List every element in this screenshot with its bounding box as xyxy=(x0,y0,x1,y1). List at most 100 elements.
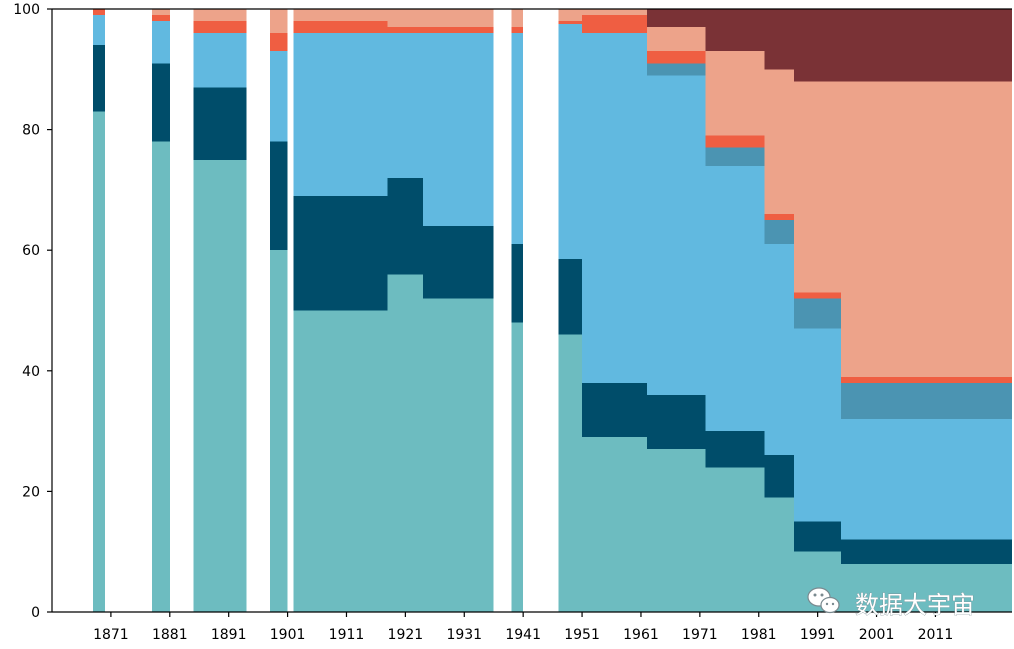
wechat-icon xyxy=(807,587,840,614)
segment-5-teal xyxy=(387,274,424,612)
segment-12-red xyxy=(764,214,795,221)
segment-10-sky xyxy=(646,75,706,395)
segment-14-salmon xyxy=(841,81,1012,377)
watermark-text: 数据大宇宙 xyxy=(855,591,975,619)
segment-10-red xyxy=(646,51,706,64)
segment-14-maroon xyxy=(841,9,1012,82)
segment-8-sky xyxy=(558,24,583,260)
x-tick-label-1921: 1921 xyxy=(388,627,424,643)
segment-11-navy xyxy=(705,431,765,468)
watermark: 数据大宇宙 xyxy=(807,587,975,619)
segment-3-sky xyxy=(269,51,288,142)
x-tick-label-2011: 2011 xyxy=(918,627,954,643)
x-tick-label-1961: 1961 xyxy=(623,627,659,643)
segment-5-salmon xyxy=(387,9,424,28)
x-tick-label-1981: 1981 xyxy=(741,627,777,643)
y-tick-label-0: 0 xyxy=(31,605,40,621)
x-tick-label-1871: 1871 xyxy=(93,627,129,643)
y-tick-label-40: 40 xyxy=(22,364,40,380)
segment-12-sky xyxy=(764,244,795,456)
segment-7-navy xyxy=(511,244,524,323)
segment-2-navy xyxy=(193,87,247,160)
segment-14-navy xyxy=(841,539,1012,564)
segment-9-navy xyxy=(582,382,647,438)
x-tick-label-1991: 1991 xyxy=(800,627,836,643)
segment-2-salmon xyxy=(193,9,247,22)
x-tick-label-1971: 1971 xyxy=(682,627,718,643)
segment-1-salmon xyxy=(152,9,170,16)
x-tick-label-1901: 1901 xyxy=(270,627,306,643)
segment-0-navy xyxy=(93,45,106,112)
segment-7-salmon xyxy=(511,9,524,28)
y-tick-label-20: 20 xyxy=(22,484,40,500)
chart-axes: 0 20 40 60 80 100 1871 1881 1891 1901 1911 1921 1931… xyxy=(13,2,1012,643)
segment-10-salmon xyxy=(646,27,706,52)
segment-11-sky xyxy=(705,165,765,432)
segment-11-slate xyxy=(705,147,765,166)
segment-3-teal xyxy=(269,250,288,612)
segment-6-red xyxy=(423,27,494,34)
segment-13-slate xyxy=(794,298,842,329)
segment-8-navy xyxy=(558,259,583,335)
segment-6-salmon xyxy=(423,9,494,28)
segment-4-sky xyxy=(293,33,388,196)
segment-0-sky xyxy=(93,15,106,46)
segment-10-maroon xyxy=(646,9,706,28)
segment-1-sky xyxy=(152,21,170,64)
segment-7-sky xyxy=(511,33,524,245)
x-tick-label-1951: 1951 xyxy=(564,627,600,643)
segment-11-maroon xyxy=(705,9,765,52)
segment-14-slate xyxy=(841,382,1012,420)
segment-14-red xyxy=(841,376,1012,383)
segment-14-sky xyxy=(841,419,1012,540)
segment-11-red xyxy=(705,135,765,148)
segment-0-teal xyxy=(93,111,106,612)
segment-10-navy xyxy=(646,394,706,450)
y-tick-label-100: 100 xyxy=(13,2,40,18)
segment-6-sky xyxy=(423,33,494,227)
segment-4-navy xyxy=(293,195,388,311)
segment-9-sky xyxy=(582,33,647,383)
segment-5-sky xyxy=(387,33,424,178)
segment-10-slate xyxy=(646,63,706,76)
segment-12-teal xyxy=(764,497,795,612)
segment-2-teal xyxy=(193,159,247,612)
segment-9-salmon xyxy=(582,9,647,16)
segment-0-red xyxy=(93,9,106,16)
chart-plot-area xyxy=(93,9,1012,612)
segment-12-navy xyxy=(764,455,795,498)
segment-13-red xyxy=(794,292,842,299)
segment-11-salmon xyxy=(705,51,765,136)
segment-11-teal xyxy=(705,467,765,612)
segment-2-red xyxy=(193,21,247,34)
segment-12-salmon xyxy=(764,69,795,215)
segment-13-maroon xyxy=(794,9,842,82)
segment-1-navy xyxy=(152,63,170,142)
segment-8-salmon xyxy=(558,9,583,22)
segment-13-navy xyxy=(794,521,842,552)
segment-14-teal xyxy=(841,563,1012,612)
segment-3-salmon xyxy=(269,9,288,34)
segment-1-teal xyxy=(152,141,170,612)
segment-6-navy xyxy=(423,226,494,299)
y-tick-label-80: 80 xyxy=(22,123,40,139)
segment-9-teal xyxy=(582,437,647,612)
segment-5-red xyxy=(387,27,424,34)
segment-12-slate xyxy=(764,220,795,245)
segment-9-red xyxy=(582,15,647,34)
segment-8-red xyxy=(558,21,583,25)
segment-1-red xyxy=(152,15,170,22)
segment-5-navy xyxy=(387,177,424,275)
segment-3-navy xyxy=(269,141,288,251)
segment-3-red xyxy=(269,33,288,52)
segment-7-red xyxy=(511,27,524,34)
x-tick-label-1941: 1941 xyxy=(505,627,541,643)
x-tick-label-1881: 1881 xyxy=(152,627,188,643)
x-tick-label-1891: 1891 xyxy=(211,627,247,643)
segment-4-teal xyxy=(293,310,388,612)
segment-12-maroon xyxy=(764,9,795,70)
segment-7-teal xyxy=(511,322,524,612)
segment-10-teal xyxy=(646,449,706,612)
segment-13-salmon xyxy=(794,81,842,293)
